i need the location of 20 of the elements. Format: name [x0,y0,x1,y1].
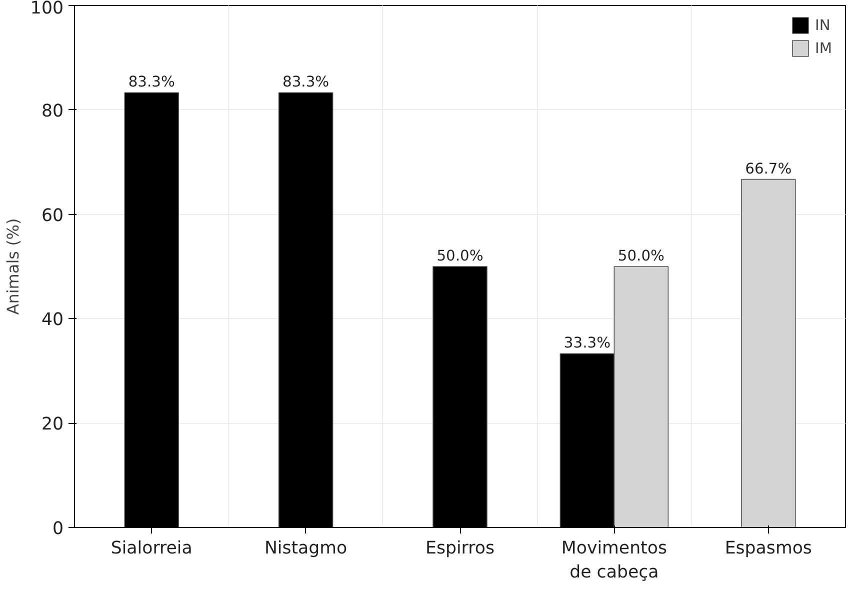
x-tick-label: Nistagmo [264,538,348,558]
data-label: 50.0% [436,248,484,264]
data-label: 83.3% [282,74,330,91]
y-axis-title: Animals (%) [3,218,22,315]
y-tick-label: 80 [41,101,64,122]
data-label: 33.3% [564,334,611,352]
data-label: 66.7% [745,160,792,178]
y-tick-label: 40 [41,310,64,330]
y-tick-label: 0 [52,519,64,539]
x-tick-label: Espasmos [724,538,812,558]
data-label: 83.3% [128,74,175,91]
y-tick-label: 60 [41,206,64,226]
y-tick-label: 100 [30,0,64,18]
x-tick-label: Movimentos de cabeça [561,538,667,582]
legend-label: IN [815,16,832,34]
y-tick-label: 20 [41,414,64,435]
data-label: 50.0% [618,248,665,264]
x-tick-label: Espirros [426,538,494,558]
legend-label: IM [815,40,833,56]
x-tick-label: Sialorreia [110,538,192,558]
